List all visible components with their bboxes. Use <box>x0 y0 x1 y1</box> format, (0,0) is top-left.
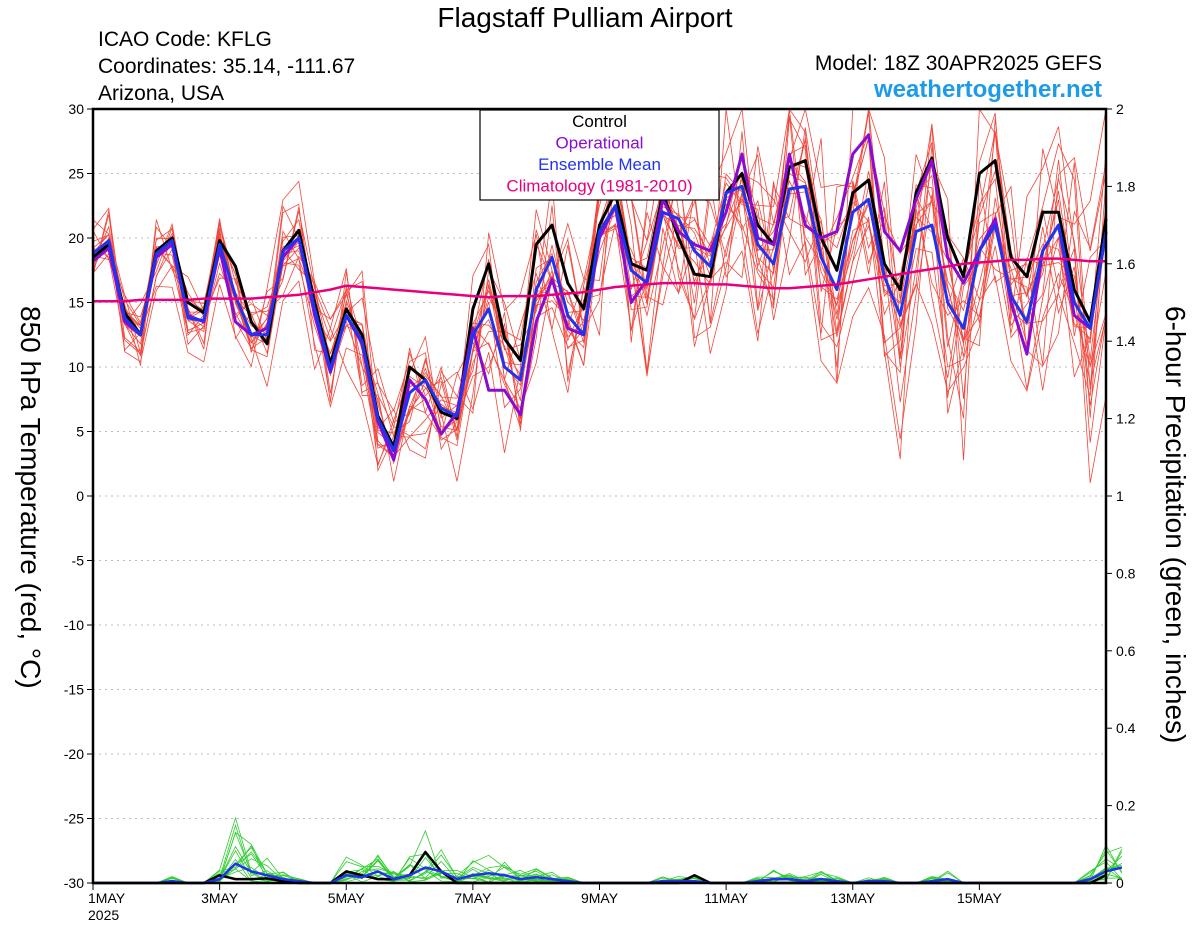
y-tick-label: -25 <box>64 811 84 827</box>
model-run: Model: 18Z 30APR2025 GEFS <box>814 52 1102 75</box>
legend-entry: Operational <box>556 134 644 153</box>
series-line-ensemble-mean <box>92 184 1108 453</box>
y-tick-label: 15 <box>68 295 84 311</box>
x-tick-label: 1MAY <box>88 890 126 906</box>
x-tick-sublabel: 2025 <box>88 907 119 923</box>
series-line-climatology-1981-2010 <box>93 257 1106 303</box>
y2-tick-label: 1.8 <box>1116 178 1136 194</box>
x-tick-label: 7MAY <box>454 890 492 906</box>
ensemble-member-temp-line <box>92 107 1107 459</box>
region: Arizona, USA <box>98 82 225 105</box>
y2-tick-label: 1 <box>1116 488 1124 504</box>
y-tick-label: -10 <box>64 617 84 633</box>
ensemble-member-temp-line <box>92 107 1107 482</box>
legend-entry: Control <box>572 112 627 131</box>
y-tick-label: 30 <box>68 101 84 117</box>
y2-tick-label: 2 <box>1116 101 1124 117</box>
icao-code: ICAO Code: KFLG <box>98 28 272 51</box>
y-tick-label: -5 <box>72 553 85 569</box>
x-tick-label: 3MAY <box>201 890 239 906</box>
y-tick-label: -15 <box>64 682 84 698</box>
ensemble-member-precip-line <box>93 823 1122 884</box>
y-tick-label: 5 <box>76 424 84 440</box>
y2-tick-label: 1.6 <box>1116 256 1136 272</box>
chart-title: Flagstaff Pulliam Airport <box>437 2 733 33</box>
site-link[interactable]: weathertogether.net <box>873 76 1102 103</box>
ensemble-member-temp-line <box>92 130 1107 448</box>
y-tick-label: -30 <box>64 875 84 891</box>
y-tick-label: 10 <box>68 359 84 375</box>
x-tick-label: 9MAY <box>581 890 619 906</box>
legend-entry: Ensemble Mean <box>538 155 661 174</box>
x-tick-label: 11MAY <box>704 890 748 906</box>
y2-tick-label: 0.4 <box>1116 720 1136 736</box>
plot-frame <box>91 107 1108 885</box>
coordinates: Coordinates: 35.14, -111.67 <box>98 55 356 78</box>
y-tick-label: 25 <box>68 166 84 182</box>
y2-tick-label: 1.2 <box>1116 411 1136 427</box>
y-tick-label: 20 <box>68 230 84 246</box>
x-tick-label: 13MAY <box>830 890 876 906</box>
y2-tick-label: 0.6 <box>1116 643 1136 659</box>
y-tick-label: -20 <box>64 746 84 762</box>
y2-tick-label: 0.8 <box>1116 565 1136 581</box>
y-tick-label: 0 <box>76 488 84 504</box>
x-tick-label: 5MAY <box>328 890 366 906</box>
legend-entry: Climatology (1981-2010) <box>506 177 692 196</box>
y2-tick-label: 1.4 <box>1116 333 1136 349</box>
legend-box <box>479 109 720 201</box>
x-tick-label: 15MAY <box>957 890 1003 906</box>
y2-tick-label: 0 <box>1116 875 1124 891</box>
y2-tick-label: 0.2 <box>1116 798 1136 814</box>
